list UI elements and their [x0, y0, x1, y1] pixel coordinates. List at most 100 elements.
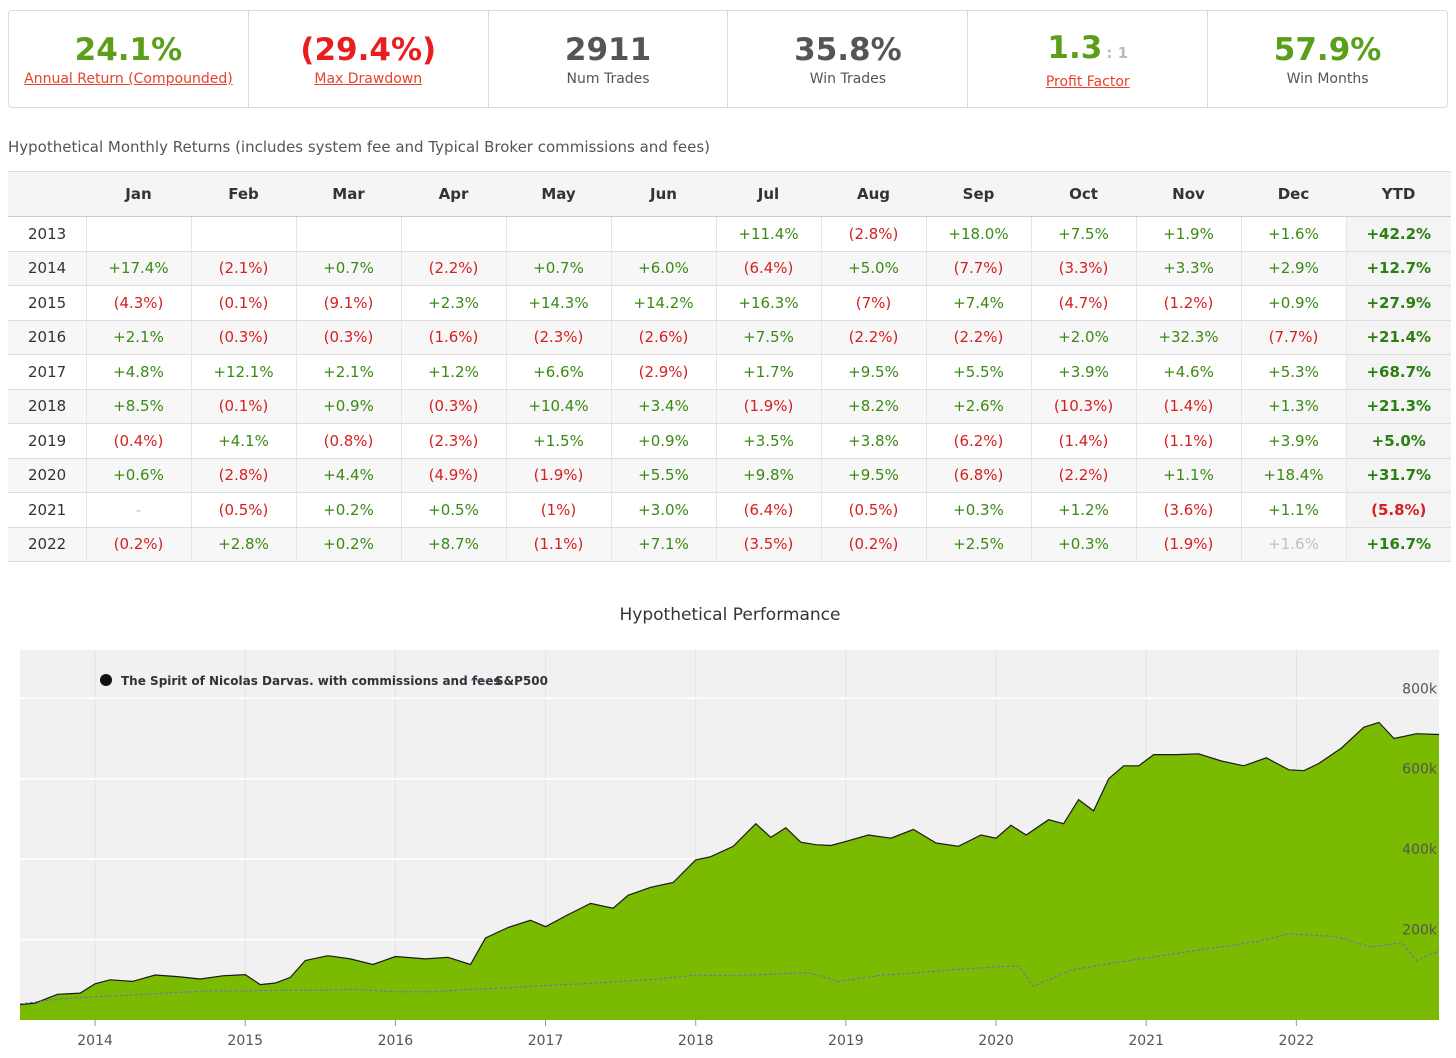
- return-cell: +8.5%: [85, 389, 191, 424]
- return-cell: (2.2%): [1030, 458, 1136, 493]
- return-cell: +4.6%: [1135, 354, 1241, 390]
- ytd-cell: +12.7%: [1345, 251, 1451, 286]
- month-header: Apr: [401, 171, 506, 217]
- return-cell: +5.5%: [610, 458, 716, 493]
- x-tick-label: 2017: [528, 1033, 564, 1049]
- ytd-cell: +5.0%: [1345, 423, 1451, 459]
- x-tick-label: 2022: [1279, 1033, 1315, 1049]
- stat-value: 57.9%: [1273, 32, 1382, 68]
- stat-value: 35.8%: [794, 32, 902, 68]
- stat-value: 24.1%: [74, 32, 183, 68]
- return-cell: (7%): [820, 285, 926, 321]
- return-cell: +1.3%: [1240, 389, 1346, 424]
- stat-profit-factor: 1.3: 1 Profit Factor: [968, 11, 1209, 107]
- max-drawdown-link[interactable]: Max Drawdown: [314, 71, 423, 87]
- return-cell: +0.9%: [610, 423, 716, 459]
- return-cell: +11.4%: [715, 216, 821, 252]
- return-cell: +3.9%: [1240, 423, 1346, 459]
- stat-value: (29.4%): [300, 32, 437, 68]
- month-header: Dec: [1241, 171, 1346, 217]
- return-cell: +3.4%: [610, 389, 716, 424]
- return-cell: +6.6%: [505, 354, 611, 390]
- return-cell: +2.1%: [85, 320, 191, 355]
- monthly-returns-table: Jan Feb Mar Apr May Jun Jul Aug Sep Oct Nov Dec YTD …: [8, 171, 1451, 562]
- profit-factor-value: 1.3: [1047, 29, 1103, 66]
- return-cell: (2.3%): [505, 320, 611, 355]
- return-cell: (0.3%): [400, 389, 506, 424]
- stat-win-months: 57.9% Win Months: [1208, 11, 1447, 107]
- return-cell: (4.7%): [1030, 285, 1136, 321]
- legend-strategy-marker[interactable]: [100, 674, 112, 686]
- y-tick-label: 800k: [1402, 681, 1438, 697]
- return-cell: +4.4%: [295, 458, 401, 493]
- stat-label: Win Months: [1286, 71, 1369, 87]
- return-cell: +0.7%: [505, 251, 611, 286]
- return-cell: (2.2%): [925, 320, 1031, 355]
- return-cell: +7.5%: [1030, 216, 1136, 252]
- return-cell: (4.3%): [85, 285, 191, 321]
- year-cell: 2018: [8, 389, 86, 424]
- year-cell: 2013: [8, 216, 86, 252]
- year-cell: 2016: [8, 320, 86, 355]
- ytd-cell: +31.7%: [1345, 458, 1451, 493]
- ytd-cell: +42.2%: [1345, 216, 1451, 252]
- legend: The Spirit of Nicolas Darvas. with commi…: [100, 674, 548, 688]
- y-tick-label: 400k: [1402, 842, 1438, 858]
- return-cell: +18.4%: [1240, 458, 1346, 493]
- return-cell: (0.2%): [85, 527, 191, 562]
- profit-factor-suffix: : 1: [1106, 43, 1129, 62]
- return-cell: [295, 216, 401, 252]
- return-cell: +0.5%: [400, 492, 506, 528]
- ytd-cell: +16.7%: [1345, 527, 1451, 562]
- return-cell: +5.5%: [925, 354, 1031, 390]
- return-cell: +1.2%: [1030, 492, 1136, 528]
- return-cell: +14.2%: [610, 285, 716, 321]
- year-cell: 2015: [8, 285, 86, 321]
- table-row: 2016 +2.1% (0.3%) (0.3%) (1.6%) (2.3%) (2.6%) +…: [8, 320, 1451, 355]
- return-cell: (3.6%): [1135, 492, 1241, 528]
- return-cell: (0.3%): [295, 320, 401, 355]
- year-cell: 2019: [8, 423, 86, 459]
- return-cell: (3.5%): [715, 527, 821, 562]
- return-cell: +12.1%: [190, 354, 296, 390]
- table-row: 2020 +0.6% (2.8%) +4.4% (4.9%) (1.9%) +5.5% +9.…: [8, 458, 1451, 493]
- y-tick-label: 600k: [1402, 762, 1438, 778]
- return-cell: (7.7%): [925, 251, 1031, 286]
- legend-strategy-label[interactable]: The Spirit of Nicolas Darvas. with commi…: [121, 674, 501, 688]
- return-cell: +1.7%: [715, 354, 821, 390]
- return-cell: +10.4%: [505, 389, 611, 424]
- return-cell: (3.3%): [1030, 251, 1136, 286]
- table-row: 2013 +11.4% (2.8%) +18.0% +7.5% +1.9% +1.6% +42…: [8, 216, 1451, 252]
- return-cell: (9.1%): [295, 285, 401, 321]
- ytd-cell: +27.9%: [1345, 285, 1451, 321]
- stat-label: Num Trades: [566, 71, 650, 87]
- stat-num-trades: 2911 Num Trades: [489, 11, 729, 107]
- table-row: 2015 (4.3%) (0.1%) (9.1%) +2.3% +14.3% +14.2% +…: [8, 285, 1451, 321]
- return-cell: (0.8%): [295, 423, 401, 459]
- return-cell: +3.9%: [1030, 354, 1136, 390]
- return-cell: +7.5%: [715, 320, 821, 355]
- legend-sp500-label[interactable]: S&P500: [495, 674, 548, 688]
- return-cell: +0.9%: [1240, 285, 1346, 321]
- month-header: May: [506, 171, 611, 217]
- return-cell: (1.4%): [1030, 423, 1136, 459]
- return-cell: (0.4%): [85, 423, 191, 459]
- return-cell: +2.5%: [925, 527, 1031, 562]
- stat-max-drawdown: (29.4%) Max Drawdown: [249, 11, 489, 107]
- profit-factor-link[interactable]: Profit Factor: [1045, 73, 1130, 90]
- annual-return-link[interactable]: Annual Return (Compounded): [24, 71, 233, 87]
- return-cell: +3.8%: [820, 423, 926, 459]
- sp500-line: [19, 933, 1440, 1005]
- return-cell: (6.2%): [925, 423, 1031, 459]
- return-cell: +1.6%: [1240, 216, 1346, 252]
- return-cell: (0.1%): [190, 389, 296, 424]
- y-tick-label: 200k: [1402, 923, 1438, 939]
- return-cell: (2.8%): [190, 458, 296, 493]
- month-header: Jul: [716, 171, 821, 217]
- return-cell: [400, 216, 506, 252]
- table-row: 2019 (0.4%) +4.1% (0.8%) (2.3%) +1.5% +0.9% +3.…: [8, 423, 1451, 459]
- stat-value: 1.3: 1: [1047, 29, 1128, 72]
- return-cell: +2.1%: [295, 354, 401, 390]
- return-cell: +9.8%: [715, 458, 821, 493]
